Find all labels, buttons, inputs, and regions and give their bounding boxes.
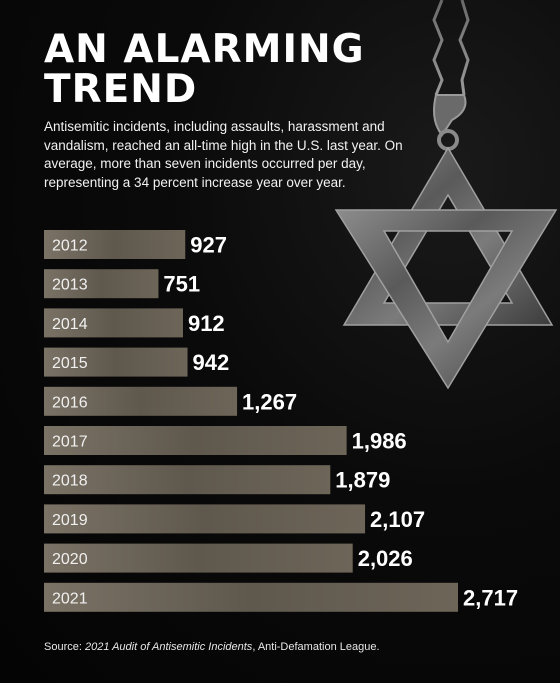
bar-2016	[44, 386, 238, 416]
bar-2018	[44, 465, 331, 495]
page-title: AN ALARMING TREND	[44, 30, 365, 110]
bar-2020	[44, 543, 353, 573]
bar-2013	[44, 269, 159, 299]
bar-2021	[44, 582, 458, 612]
star-shape	[334, 146, 558, 390]
source-note: Source: 2021 Audit of Antisemitic Incide…	[44, 641, 380, 653]
chain	[432, 0, 470, 96]
bar-2012	[44, 230, 186, 259]
intro-paragraph: Antisemitic incidents, including assault…	[44, 119, 403, 190]
title-line-1: AN ALARMING	[44, 27, 365, 72]
source-suffix: , Anti-Defamation League.	[252, 641, 380, 653]
source-prefix: Source:	[44, 641, 85, 653]
star-of-david-pendant-icon	[330, 0, 560, 395]
title-line-2: TREND	[44, 67, 198, 112]
bar-2014	[44, 308, 183, 338]
bar-2017	[44, 426, 347, 455]
bar-2019	[44, 504, 366, 534]
bar-2015	[44, 347, 188, 377]
source-publication: 2021 Audit of Antisemitic Incidents	[84, 641, 253, 653]
